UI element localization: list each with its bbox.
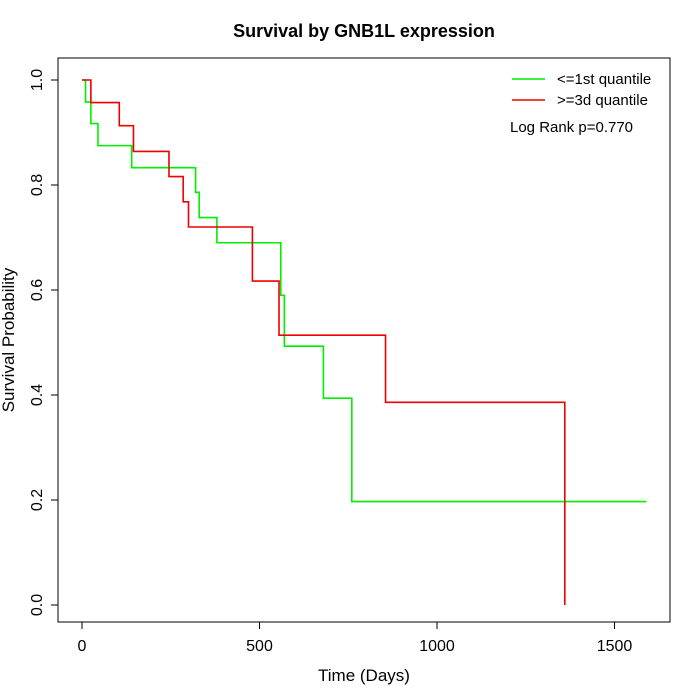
series-line-high	[82, 79, 566, 605]
x-axis-title: Time (Days)	[318, 666, 410, 685]
y-tick-label: 0.6	[29, 279, 46, 301]
legend-label-low: <=1st quantile	[557, 71, 651, 88]
x-tick-label: 500	[246, 638, 273, 655]
y-axis: 0.0 0.2 0.4 0.6 0.8 1.0	[29, 69, 59, 616]
y-tick-label: 0.8	[29, 174, 46, 196]
x-tick-label: 1500	[597, 638, 633, 655]
x-tick-label: 1000	[419, 638, 455, 655]
series-layer	[82, 79, 647, 605]
y-axis-title: Survival Probability	[0, 267, 18, 412]
chart-title: Survival by GNB1L expression	[233, 21, 495, 41]
y-tick-label: 0.4	[29, 384, 46, 406]
series-line-low	[82, 79, 647, 503]
log-rank-annotation: Log Rank p=0.770	[510, 119, 633, 136]
y-tick-label: 0.2	[29, 489, 46, 511]
x-tick-label: 0	[78, 638, 87, 655]
legend: <=1st quantile >=3d quantile	[512, 71, 651, 109]
plot-frame	[57, 57, 671, 623]
legend-label-high: >=3d quantile	[557, 92, 648, 109]
y-tick-label: 1.0	[29, 69, 46, 91]
x-axis: 0 500 1000 1500	[78, 621, 633, 655]
y-tick-label: 0.0	[29, 594, 46, 616]
